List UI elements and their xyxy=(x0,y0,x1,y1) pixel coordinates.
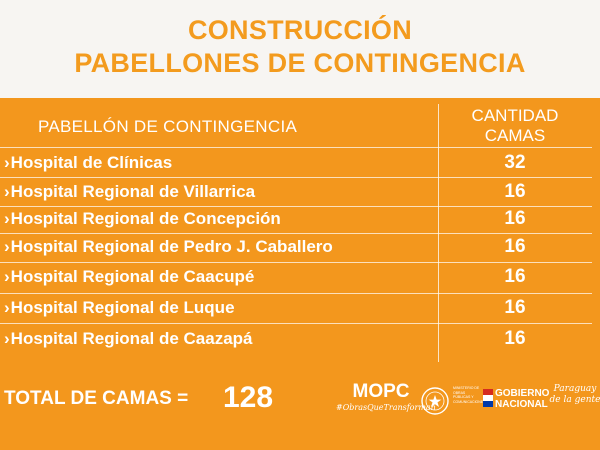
row-divider xyxy=(0,323,592,324)
ministry-name: MINISTERIO DE OBRAS PÚBLICAS Y COMUNICAC… xyxy=(453,386,486,404)
table-panel xyxy=(0,98,600,450)
chevron-right-icon: › xyxy=(4,298,10,317)
row-divider xyxy=(0,177,592,178)
header-cantidad-camas: CANTIDAD CAMAS xyxy=(440,106,590,146)
total-value: 128 xyxy=(223,381,274,414)
title-line-1: CONSTRUCCIÓN xyxy=(187,15,413,45)
national-seal-icon xyxy=(420,386,450,416)
table-row-name: ›Hospital Regional de Luque xyxy=(4,296,434,320)
paraguay-flag-icon xyxy=(483,389,493,407)
chevron-right-icon: › xyxy=(4,237,10,256)
page-title: CONSTRUCCIÓN PABELLONES DE CONTINGENCIA xyxy=(0,14,600,80)
table-row-name: ›Hospital Regional de Caacupé xyxy=(4,265,434,289)
table-row-name: ›Hospital de Clínicas xyxy=(4,151,434,175)
table-row-beds: 32 xyxy=(504,152,526,173)
table-row-beds: 16 xyxy=(504,181,526,202)
gobierno-line-1: GOBIERNO xyxy=(495,388,550,399)
chevron-right-icon: › xyxy=(4,209,10,228)
slogan-logo: Paraguay de la gente xyxy=(549,384,600,405)
row-name-text: Hospital Regional de Caacupé xyxy=(10,267,255,286)
table-row-name: ›Hospital Regional de Caazapá xyxy=(4,327,434,351)
table-row-beds: 16 xyxy=(504,297,526,318)
table-row-beds: 16 xyxy=(504,266,526,287)
mopc-tagline: #ObrasQueTransforman xyxy=(336,403,436,412)
header-pabellon: PABELLÓN DE CONTINGENCIA xyxy=(38,117,298,136)
row-divider xyxy=(0,233,592,234)
row-divider xyxy=(0,262,592,263)
total-label: TOTAL DE CAMAS = xyxy=(4,388,189,409)
row-name-text: Hospital Regional de Pedro J. Caballero xyxy=(10,237,333,256)
table-row-beds: 16 xyxy=(504,328,526,349)
mopc-logo: MOPC #ObrasQueTransforman xyxy=(336,381,436,414)
header-cantidad: CANTIDAD xyxy=(471,106,559,125)
header-camas: CAMAS xyxy=(484,126,546,145)
table-row-name: ›Hospital Regional de Pedro J. Caballero xyxy=(4,235,434,259)
row-name-text: Hospital de Clínicas xyxy=(10,153,173,172)
mopc-logo-text: MOPC xyxy=(352,381,410,402)
row-divider xyxy=(0,206,592,207)
chevron-right-icon: › xyxy=(4,329,10,348)
gobierno-nacional-logo: GOBIERNO NACIONAL xyxy=(495,388,555,410)
row-name-text: Hospital Regional de Luque xyxy=(10,298,235,317)
chevron-right-icon: › xyxy=(4,153,10,172)
row-name-text: Hospital Regional de Caazapá xyxy=(10,329,253,348)
chevron-right-icon: › xyxy=(4,182,10,201)
row-divider xyxy=(0,147,592,148)
row-name-text: Hospital Regional de Concepción xyxy=(10,209,281,228)
chevron-right-icon: › xyxy=(4,267,10,286)
gobierno-line-2: NACIONAL xyxy=(495,399,548,410)
table-row-beds: 16 xyxy=(504,236,526,257)
table-row-beds: 16 xyxy=(504,208,526,229)
table-row-name: ›Hospital Regional de Villarrica xyxy=(4,180,434,204)
row-name-text: Hospital Regional de Villarrica xyxy=(10,182,256,201)
title-line-2: PABELLONES DE CONTINGENCIA xyxy=(74,48,526,78)
table-row-name: ›Hospital Regional de Concepción xyxy=(4,207,434,231)
row-divider xyxy=(0,293,592,294)
